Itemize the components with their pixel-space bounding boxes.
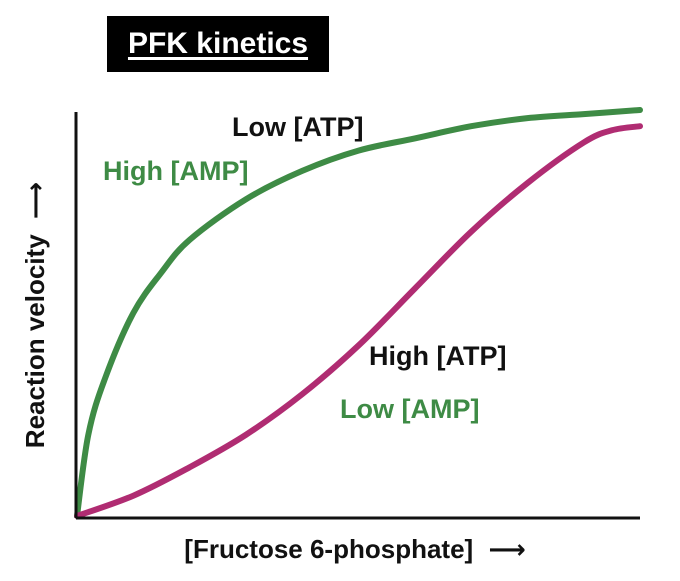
y-axis-arrow: ⟶ [20, 182, 50, 219]
series-1-curve [74, 107, 643, 519]
series-1-label-line-1: Low [ATP] [232, 112, 363, 142]
chart-title-box: PFK kinetics [107, 16, 329, 72]
x-axis-arrow: ⟶ [488, 534, 525, 564]
plot-area [74, 107, 643, 519]
y-axis-label-text: Reaction velocity [20, 234, 50, 448]
series-1-label-line-2: High [AMP] [103, 156, 248, 186]
chart-title: PFK kinetics [127, 27, 309, 60]
y-axis-label: Reaction velocity ⟶ [20, 182, 50, 448]
series-2-label-line-1: High [ATP] [369, 341, 506, 371]
series-2-curve [74, 123, 643, 519]
x-axis-label: [Fructose 6-phosphate] ⟶ [184, 534, 525, 564]
x-axis-label-text: [Fructose 6-phosphate] [184, 534, 473, 564]
series-2-label-line-2: Low [AMP] [340, 394, 479, 424]
